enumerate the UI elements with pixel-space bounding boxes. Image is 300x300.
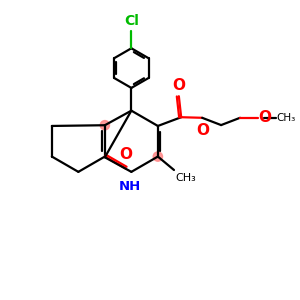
Text: O: O: [172, 78, 185, 93]
Text: CH₃: CH₃: [277, 113, 296, 123]
Text: O: O: [196, 123, 209, 138]
Text: Cl: Cl: [124, 14, 139, 28]
Text: O: O: [258, 110, 272, 125]
Text: NH: NH: [119, 180, 141, 193]
Circle shape: [153, 152, 163, 161]
Text: CH₃: CH₃: [176, 173, 196, 184]
Circle shape: [100, 121, 110, 130]
Text: O: O: [120, 147, 133, 162]
